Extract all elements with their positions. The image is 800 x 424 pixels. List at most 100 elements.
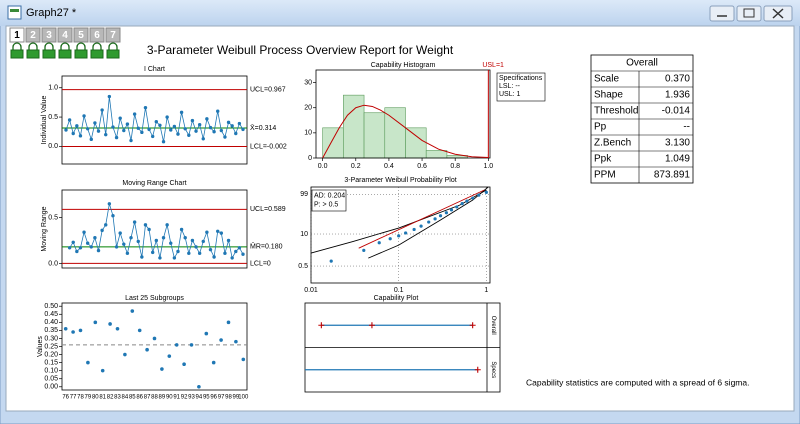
histogram-bar — [425, 150, 448, 159]
stats-box — [311, 189, 347, 212]
x-tick-label: 0.4 — [384, 163, 394, 170]
data-point — [154, 238, 159, 243]
layer-tab-label: 2 — [30, 30, 36, 41]
control-limit-label: M̄R=0.180 — [250, 243, 283, 251]
x-tick-label: 86 — [136, 395, 143, 401]
data-point — [85, 127, 90, 131]
maximize-button[interactable] — [736, 5, 762, 22]
data-point — [182, 362, 186, 367]
layer-tab[interactable] — [9, 27, 25, 43]
lock-icon — [90, 49, 104, 59]
data-point — [216, 109, 220, 113]
y-tick-label: 0.10 — [44, 368, 58, 375]
y-tick-label: 10 — [304, 130, 312, 137]
layer-tab[interactable] — [89, 27, 105, 43]
table-cell: Pp — [594, 122, 607, 133]
layer-tab[interactable] — [105, 27, 121, 43]
footnote: Capability statistics are computed with … — [526, 377, 749, 387]
data-point — [104, 132, 108, 137]
layer-tab[interactable] — [57, 27, 73, 43]
data-point — [187, 133, 191, 137]
minimize-button[interactable] — [709, 5, 735, 22]
data-point — [104, 223, 108, 227]
data-point — [230, 256, 234, 260]
layer-tab[interactable] — [73, 27, 89, 43]
table-cell: 873.891 — [654, 170, 691, 181]
data-point — [201, 239, 205, 244]
stats-text: AD: 0.204 — [314, 192, 345, 199]
lock-icon-shackle — [108, 42, 118, 50]
x-tick-label: 84 — [122, 395, 129, 401]
x-tick-label: 1.0 — [483, 163, 493, 170]
data-point — [230, 124, 234, 128]
data-point — [427, 220, 431, 224]
data-point — [223, 251, 227, 256]
lock-icon-shackle — [12, 42, 22, 50]
histogram-bar — [384, 107, 406, 159]
layer-tab-label: 3 — [46, 30, 52, 41]
plot-frame — [61, 189, 248, 269]
control-limit-label: UCL=0.967 — [250, 87, 286, 94]
data-point — [147, 227, 151, 232]
lock-icon — [10, 49, 24, 59]
data-point — [241, 127, 245, 132]
chart-title: Moving Range Chart — [122, 180, 186, 187]
x-tick-label: 0.2 — [351, 163, 361, 170]
data-point — [93, 236, 97, 240]
data-point — [108, 322, 112, 326]
data-point — [208, 125, 213, 130]
table-cell: Scale — [594, 74, 619, 85]
data-point — [174, 343, 179, 347]
data-point — [63, 326, 68, 331]
data-point — [438, 214, 443, 218]
capability-marker — [368, 322, 375, 329]
data-point — [89, 245, 93, 249]
y-tick-label: 99 — [300, 191, 308, 198]
capability-marker — [474, 366, 481, 373]
data-point — [143, 223, 148, 227]
x-tick-label: 88 — [151, 395, 158, 401]
x-tick-label: 77 — [70, 395, 77, 401]
data-point — [219, 338, 223, 342]
data-point — [444, 211, 448, 215]
lock-icon-shackle — [92, 42, 102, 50]
table-cell: 0.370 — [665, 74, 690, 85]
data-point — [125, 251, 130, 256]
data-point — [183, 236, 187, 240]
data-point — [226, 238, 231, 243]
y-tick-label: 0.0 — [48, 143, 58, 150]
data-point — [107, 202, 112, 206]
layer-tab[interactable] — [25, 27, 41, 43]
data-point — [158, 256, 162, 260]
data-point — [223, 135, 227, 139]
data-point — [122, 242, 126, 246]
data-point — [329, 259, 333, 263]
report-title: 3-Parameter Weibull Process Overview Rep… — [147, 43, 454, 57]
x-tick-label: 100 — [238, 395, 249, 401]
y-tick-label: 0.15 — [44, 359, 58, 366]
histogram-bar — [343, 94, 365, 159]
x-tick-label: 78 — [77, 395, 84, 401]
layer-tab[interactable] — [41, 27, 57, 43]
data-point — [89, 137, 93, 142]
control-limit-label: LCL=0 — [250, 260, 271, 267]
capability-marker — [469, 322, 476, 329]
table-cell: 3.130 — [665, 138, 690, 149]
chart-title: 3-Parameter Weibull Probability Plot — [344, 177, 456, 184]
table-cell: PPM — [594, 170, 616, 181]
data-point — [189, 343, 194, 347]
control-limit-label: LCL=-0.002 — [250, 143, 287, 150]
data-point — [123, 352, 127, 357]
data-point — [449, 208, 454, 212]
data-point — [132, 112, 137, 116]
fit-curve — [322, 104, 489, 159]
y-tick-label: 0.5 — [298, 263, 308, 270]
data-point — [226, 120, 231, 125]
data-point — [64, 128, 68, 132]
data-point — [460, 202, 464, 206]
x-tick-label: 90 — [166, 395, 173, 401]
data-point — [161, 140, 166, 144]
chart-title: Capability Histogram — [371, 62, 436, 69]
table-cell: Threshold — [594, 106, 638, 117]
chart-title: I Chart — [144, 66, 165, 73]
